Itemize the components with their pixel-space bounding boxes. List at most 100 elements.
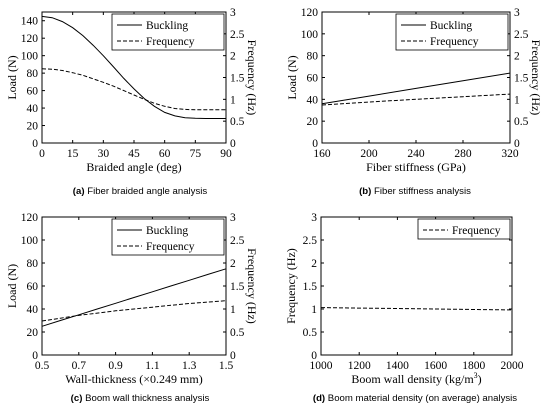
y-axis-label-right-a: Frequency (Hz) <box>245 40 259 116</box>
legend-box-c <box>111 218 225 256</box>
y-tick-label-left-a: 140 <box>21 16 39 28</box>
y-tick-label-right-a: 0.5 <box>230 116 245 128</box>
x-tick-label-a: 90 <box>220 148 232 160</box>
y-tick-label-right-a: 3 <box>230 7 236 19</box>
caption-d-text: Boom material density (on average) analy… <box>327 393 518 404</box>
y-tick-label-left-b: 120 <box>301 7 319 19</box>
y-tick-label-right-a: 1 <box>230 94 236 106</box>
legend-a: Buckling Frequency <box>111 13 225 51</box>
caption-a: (a) Fiber braided angle analysis <box>15 186 265 197</box>
chart-b: 160 200 240 280 32002040608010012000.511.522… <box>285 7 543 174</box>
y-axis-label-right-b: Frequency (Hz) <box>529 40 543 116</box>
x-tick-label-b: 280 <box>454 148 472 160</box>
y-tick-label-left-d: 0 <box>311 350 317 362</box>
x-tick-label-a: 0 <box>39 148 45 160</box>
x-tick-label-b: 240 <box>407 148 425 160</box>
y-axis-label-left-a: Load (N) <box>5 55 19 99</box>
x-tick-label-a: 45 <box>128 148 140 160</box>
y-tick-label-left-b: 0 <box>312 138 318 150</box>
y-axis-label-left-c: Load (N) <box>5 264 19 308</box>
series-frequency-line-c <box>41 300 227 322</box>
x-tick-label-a: 15 <box>67 148 79 160</box>
x-tick-label-a: 30 <box>98 148 110 160</box>
x-tick-label-d: 1200 <box>348 360 371 372</box>
x-axis-label-text-end-d: ) <box>478 372 482 386</box>
x-tick-label-c: 0.7 <box>72 360 87 372</box>
x-tick-label-b: 320 <box>501 148 519 160</box>
y-tick-label-left-b: 80 <box>307 51 319 63</box>
y-tick-label-right-a: 1.5 <box>230 73 245 85</box>
legend-label-frequency-b: Frequency <box>430 36 479 48</box>
y-axis-label-right-c: Frequency (Hz) <box>245 248 259 324</box>
caption-b-letter: (b) <box>359 186 372 197</box>
y-tick-label-left-a: 20 <box>27 121 39 133</box>
y-tick-label-right-a: 2 <box>230 51 236 63</box>
caption-d-letter: (d) <box>312 393 326 404</box>
y-tick-label-right-b: 3 <box>514 7 520 19</box>
series-buckling-line-b <box>321 72 511 105</box>
y-tick-label-left-d: 3 <box>311 212 317 224</box>
legend-box-d <box>417 218 511 240</box>
x-tick-label-b: 200 <box>360 148 378 160</box>
x-tick-label-d: 1000 <box>310 360 333 372</box>
x-tick-label-c: 1.3 <box>182 360 197 372</box>
chart-a: 0 15 30 45 60 75 9002040608010012014000.511.52… <box>5 7 259 174</box>
caption-c: (c) Boom wall thickness analysis <box>15 393 265 404</box>
x-axis-label-superscript-d: 3 <box>474 371 478 380</box>
y-tick-label-left-c: 0 <box>32 350 38 362</box>
y-tick-label-left-d: 2.5 <box>303 235 318 247</box>
y-tick-label-right-b: 2.5 <box>514 29 529 41</box>
y-tick-label-left-a: 100 <box>21 51 39 63</box>
y-tick-label-left-c: 120 <box>21 212 39 224</box>
legend-label-frequency-c: Frequency <box>146 241 195 253</box>
x-tick-label-a: 75 <box>190 148 202 160</box>
legend-label-buckling-b: Buckling <box>430 20 472 32</box>
legend-d: Frequency <box>417 218 511 240</box>
x-tick-label-b: 160 <box>313 148 331 160</box>
x-axis-label-a: Braided angle (deg) <box>86 160 181 174</box>
caption-d: (d) Boom material density (on average) a… <box>282 393 548 404</box>
y-tick-label-right-c: 2 <box>230 258 236 270</box>
y-tick-label-right-a: 2.5 <box>230 29 245 41</box>
y-tick-label-right-c: 1 <box>230 304 236 316</box>
legend-box-a <box>111 13 225 51</box>
x-axis-label-text-d: Boom wall density (kg/m <box>351 372 474 386</box>
caption-b: (b) Fiber stiffness analysis <box>290 186 540 197</box>
x-tick-label-d: 1600 <box>424 360 447 372</box>
y-tick-label-right-b: 1 <box>514 94 520 106</box>
x-tick-label-d: 1400 <box>386 360 409 372</box>
y-tick-label-left-a: 120 <box>21 33 39 45</box>
y-tick-label-right-b: 1.5 <box>514 73 529 85</box>
y-tick-label-left-c: 20 <box>27 327 39 339</box>
caption-a-letter: (a) <box>72 186 85 197</box>
y-axis-label-left-d: Frequency (Hz) <box>284 248 298 324</box>
y-tick-label-left-a: 80 <box>27 68 39 80</box>
y-tick-label-right-b: 2 <box>514 51 520 63</box>
y-tick-label-right-b: 0.5 <box>514 116 529 128</box>
y-tick-label-left-b: 60 <box>307 73 319 85</box>
y-tick-label-right-c: 0.5 <box>230 327 245 339</box>
x-tick-label-c: 1.5 <box>219 360 234 372</box>
y-tick-label-right-a: 0 <box>230 138 236 150</box>
x-axis-label-c: Wall-thickness (×0.249 mm) <box>65 372 202 386</box>
y-tick-label-left-c: 60 <box>27 281 39 293</box>
y-tick-label-left-a: 60 <box>27 86 39 98</box>
y-tick-label-left-c: 80 <box>27 258 39 270</box>
legend-label-frequency-d: Frequency <box>452 225 501 237</box>
y-tick-label-left-a: 0 <box>32 138 38 150</box>
y-tick-label-left-b: 20 <box>307 116 319 128</box>
legend-c: Buckling Frequency <box>111 218 225 256</box>
y-tick-label-left-c: 40 <box>27 304 39 316</box>
x-axis-label-d: Boom wall density (kg/m3) <box>351 371 481 386</box>
legend-b: Buckling Frequency <box>395 13 509 51</box>
y-tick-label-left-d: 2 <box>311 258 317 270</box>
legend-box-b <box>395 13 509 51</box>
y-tick-label-left-b: 100 <box>301 29 319 41</box>
x-tick-label-c: 0.9 <box>108 360 123 372</box>
legend-label-buckling-a: Buckling <box>146 20 188 32</box>
y-axis-label-left-b: Load (N) <box>285 55 299 99</box>
y-tick-label-right-c: 0 <box>230 350 236 362</box>
caption-b-text: Fiber stiffness analysis <box>374 186 471 197</box>
legend-label-frequency-a: Frequency <box>146 36 195 48</box>
